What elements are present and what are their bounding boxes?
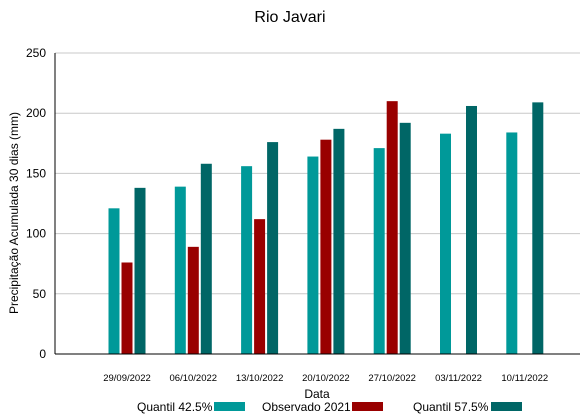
bar-27/10/2022-series-1 (386, 101, 398, 354)
x-tick-label: 20/10/2022 (302, 373, 350, 384)
y-tick-label: 250 (26, 46, 46, 60)
bar-20/10/2022-series-2 (333, 128, 345, 354)
legend-label: Quantil 57.5% (413, 400, 489, 414)
y-tick-label: 200 (26, 106, 46, 120)
bar-13/10/2022-series-2 (267, 142, 279, 354)
legend-label: Quantil 42.5% (137, 400, 213, 414)
y-ticks: 0 50 100 150 200 250 (26, 46, 46, 361)
bar-27/10/2022-series-0 (373, 148, 385, 354)
legend-swatch (491, 402, 522, 411)
x-tick-label: 03/11/2022 (435, 373, 482, 384)
bar-13/10/2022-series-1 (254, 219, 266, 354)
y-tick-label: 100 (26, 227, 46, 241)
x-ticks: 29/09/2022 06/10/2022 13/10/2022 20/10/2022… (103, 373, 548, 384)
y-tick-label: 50 (33, 287, 47, 301)
x-tick-label: 06/10/2022 (170, 373, 218, 384)
x-tick-label: 27/10/2022 (368, 373, 416, 384)
axes (54, 53, 580, 355)
x-tick-label: 10/11/2022 (501, 373, 548, 384)
bar-06/10/2022-series-2 (200, 163, 212, 354)
legend-swatch (214, 402, 245, 411)
bar-06/10/2022-series-1 (187, 246, 199, 354)
bar-13/10/2022-series-0 (241, 166, 253, 354)
bars (108, 101, 544, 354)
y-tick-label: 0 (39, 347, 46, 361)
bar-27/10/2022-series-2 (399, 122, 411, 354)
bar-06/10/2022-series-0 (174, 186, 186, 354)
bar-29/09/2022-series-1 (121, 262, 133, 354)
bar-20/10/2022-series-0 (307, 156, 319, 354)
bar-10/11/2022-series-0 (506, 132, 518, 354)
x-tick-label: 29/09/2022 (103, 373, 151, 384)
y-axis-label: Precipitação Acumulada 30 dias (mm) (7, 112, 21, 314)
bar-20/10/2022-series-1 (320, 139, 332, 354)
bar-03/11/2022-series-2 (466, 105, 477, 354)
chart-title: Rio Javari (254, 9, 326, 26)
legend: Quantil 42.5% Observado 2021 Quantil 57.5% (137, 400, 522, 414)
bar-03/11/2022-series-0 (440, 133, 451, 354)
legend-label: Observado 2021 (262, 400, 351, 414)
bar-10/11/2022-series-2 (532, 102, 544, 354)
bar-29/09/2022-series-0 (108, 208, 120, 354)
x-axis-label: Data (304, 387, 330, 401)
bar-29/09/2022-series-2 (134, 187, 146, 354)
y-tick-label: 150 (26, 166, 46, 180)
legend-swatch (352, 402, 383, 411)
x-tick-label: 13/10/2022 (236, 373, 284, 384)
